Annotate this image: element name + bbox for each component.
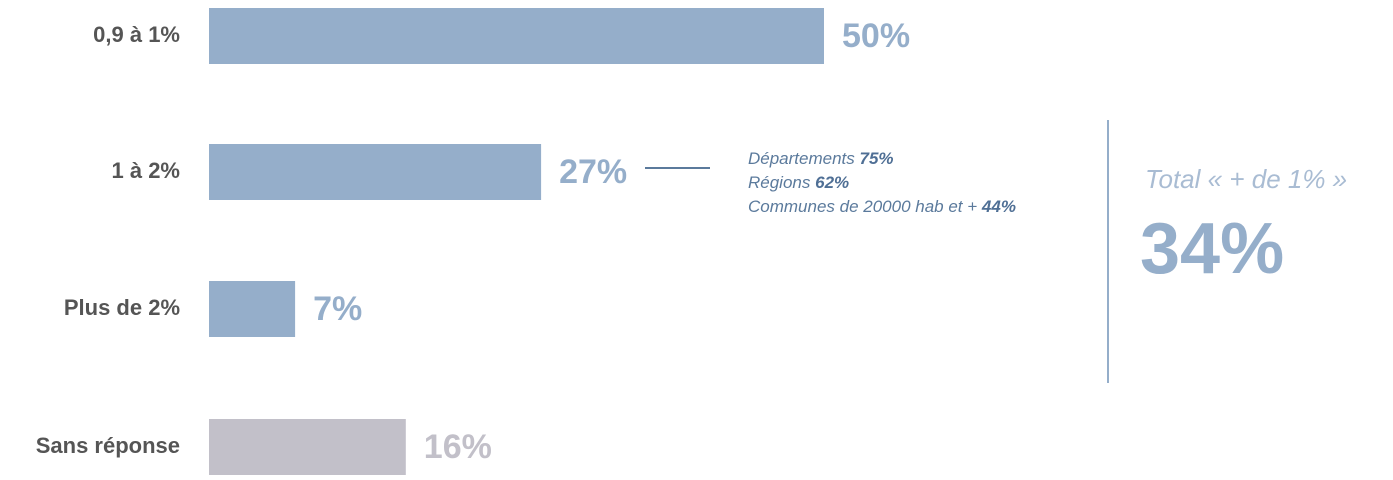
category-label: 1 à 2%	[112, 158, 181, 183]
bar	[209, 8, 824, 64]
breakdown-item: Communes de 20000 hab et + 44%	[748, 197, 1016, 216]
bar	[209, 419, 406, 475]
breakdown-share: 75%	[860, 149, 894, 168]
breakdown-share: 44%	[981, 197, 1016, 216]
breakdown-item: Régions 62%	[748, 173, 849, 192]
breakdown-name: Départements	[748, 149, 860, 168]
value-label: 7%	[313, 290, 362, 328]
total-value: 34%	[1140, 209, 1284, 289]
breakdown-name: Régions	[748, 173, 815, 192]
total-label: Total « + de 1% »	[1145, 164, 1347, 194]
value-label: 50%	[842, 17, 910, 55]
value-label: 27%	[559, 153, 627, 191]
bar	[209, 281, 296, 337]
category-label: Sans réponse	[36, 433, 180, 458]
breakdown-name: Communes de 20000 hab et +	[748, 197, 982, 216]
breakdown-share: 62%	[815, 173, 849, 192]
category-label: Plus de 2%	[64, 295, 180, 320]
value-label: 16%	[424, 428, 492, 466]
bar	[209, 144, 542, 200]
breakdown-item: Départements 75%	[748, 149, 894, 168]
category-label: 0,9 à 1%	[93, 22, 180, 47]
